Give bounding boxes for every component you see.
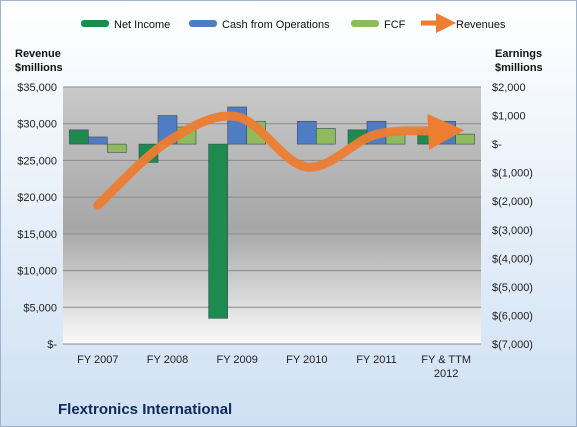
left-tick-label: $25,000 xyxy=(17,155,57,167)
right-tick-label: $2,000 xyxy=(492,82,526,94)
right-tick-label: $(5,000) xyxy=(492,282,533,294)
bar xyxy=(69,129,89,145)
bar xyxy=(88,136,108,145)
right-tick-label: $(6,000) xyxy=(492,310,533,322)
right-tick-label: $(4,000) xyxy=(492,253,533,265)
left-tick-label: $30,000 xyxy=(17,119,57,131)
plot-area xyxy=(63,87,481,344)
gridlines xyxy=(63,86,481,345)
x-category-label: FY & TTM xyxy=(421,354,471,366)
legend-label-cash-from-operations: Cash from Operations xyxy=(222,19,330,31)
right-tick-label: $(7,000) xyxy=(492,339,533,351)
right-tick-label: $(2,000) xyxy=(492,196,533,208)
x-category-label: FY 2008 xyxy=(147,354,188,366)
right-axis-ticks: $(7,000) $(6,000) $(5,000) $(4,000) $(3,000)… xyxy=(492,82,533,351)
legend: Net Income Cash from Operations FCF Reve… xyxy=(81,13,506,33)
bar xyxy=(316,128,336,145)
bar xyxy=(107,143,127,153)
left-tick-label: $10,000 xyxy=(17,266,57,278)
left-tick-label: $- xyxy=(47,339,57,351)
left-axis-ticks: $- $5,000 $10,000 $15,000 $20,000 $25,000 $30,… xyxy=(17,82,57,351)
legend-swatch-cash-from-operations xyxy=(189,20,217,27)
legend-swatch-net-income xyxy=(81,20,109,27)
x-category-label: FY 2009 xyxy=(216,354,257,366)
line-series xyxy=(93,111,465,210)
right-tick-label: $- xyxy=(492,139,502,151)
x-category-label: FY 2011 xyxy=(356,354,397,366)
left-tick-label: $20,000 xyxy=(17,192,57,204)
legend-swatch-fcf xyxy=(351,20,379,27)
bar xyxy=(297,120,317,145)
x-category-label: FY 2010 xyxy=(286,354,327,366)
right-axis-title-line1: Earnings xyxy=(495,48,542,60)
x-category-label: 2012 xyxy=(434,368,458,380)
legend-label-fcf: FCF xyxy=(384,19,406,31)
right-tick-label: $(3,000) xyxy=(492,225,533,237)
left-tick-label: $5,000 xyxy=(23,302,57,314)
x-axis-categories: FY 2007 FY 2008 FY 2009 FY 2010 FY 2011 FY & … xyxy=(77,354,471,380)
left-tick-label: $35,000 xyxy=(17,82,57,94)
bar xyxy=(208,143,228,319)
legend-label-revenues: Revenues xyxy=(456,19,506,31)
bar xyxy=(455,133,475,145)
right-axis-title-line2: $millions xyxy=(495,62,543,74)
x-category-label: FY 2007 xyxy=(77,354,118,366)
right-tick-label: $1,000 xyxy=(492,111,526,123)
legend-label-net-income: Net Income xyxy=(114,19,170,31)
company-name: Flextronics International xyxy=(58,401,232,418)
left-tick-label: $15,000 xyxy=(17,229,57,241)
left-axis-title-line1: Revenue xyxy=(15,48,61,60)
right-tick-label: $(1,000) xyxy=(492,168,533,180)
left-axis-title-line2: $millions xyxy=(15,62,63,74)
revenue-line xyxy=(93,111,465,210)
